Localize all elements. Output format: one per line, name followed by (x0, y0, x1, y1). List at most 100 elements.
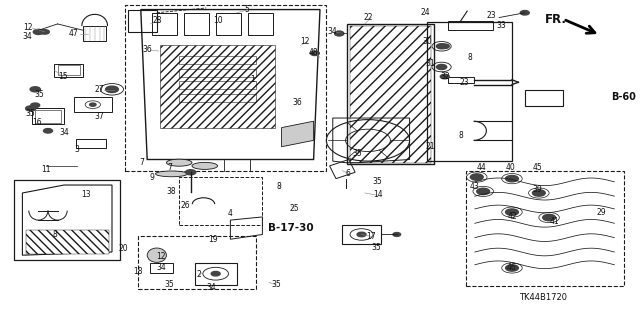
Circle shape (310, 51, 319, 56)
Circle shape (506, 209, 518, 215)
Circle shape (506, 265, 518, 271)
Text: 15: 15 (58, 72, 68, 81)
Bar (179, 177, 262, 225)
Circle shape (335, 31, 344, 36)
Text: TK44B1720: TK44B1720 (518, 293, 566, 302)
Circle shape (30, 87, 40, 92)
Text: 40: 40 (506, 163, 516, 172)
Text: 12: 12 (300, 37, 309, 46)
Text: 44: 44 (477, 163, 487, 172)
Bar (216, 13, 241, 35)
Bar (26, 230, 109, 254)
Bar (428, 22, 512, 161)
Text: 19: 19 (208, 235, 218, 244)
Text: 7: 7 (167, 163, 172, 172)
Circle shape (436, 44, 447, 49)
Text: 17: 17 (366, 232, 376, 241)
Text: 24: 24 (420, 8, 430, 17)
Circle shape (211, 271, 220, 276)
Text: 35: 35 (372, 177, 383, 186)
Ellipse shape (166, 159, 192, 166)
Circle shape (440, 44, 449, 48)
Text: 25: 25 (289, 204, 299, 213)
Circle shape (532, 190, 545, 196)
Text: 35: 35 (352, 149, 362, 158)
Text: 42: 42 (507, 212, 516, 221)
Text: 12: 12 (157, 252, 166, 261)
Text: 35: 35 (271, 280, 282, 289)
Text: 45: 45 (532, 163, 543, 172)
Text: 36: 36 (142, 45, 152, 54)
Text: 18: 18 (134, 267, 143, 276)
Text: 8: 8 (458, 131, 463, 140)
Text: 6: 6 (345, 169, 350, 178)
Text: 4: 4 (228, 209, 233, 218)
Circle shape (40, 30, 49, 34)
Bar (160, 45, 275, 128)
Text: 34: 34 (22, 32, 33, 41)
Text: B-60: B-60 (612, 92, 636, 102)
Bar (83, 26, 106, 41)
Circle shape (44, 129, 52, 133)
Bar (128, 10, 157, 32)
Bar (525, 90, 563, 106)
Text: 35: 35 (371, 243, 381, 252)
Text: 47: 47 (68, 29, 79, 38)
Circle shape (106, 86, 118, 93)
Bar (342, 225, 381, 244)
Text: 8: 8 (52, 230, 57, 239)
Text: 39: 39 (532, 185, 543, 194)
Bar (248, 13, 273, 35)
Text: 30: 30 (422, 37, 433, 46)
Circle shape (543, 214, 556, 221)
Bar (448, 77, 474, 83)
Text: 31: 31 (425, 59, 435, 68)
Text: 16: 16 (32, 118, 42, 127)
Bar (150, 263, 173, 273)
Bar (184, 13, 209, 35)
Text: 23: 23 (486, 11, 496, 20)
Circle shape (436, 64, 447, 70)
Bar (350, 26, 431, 163)
Text: 34: 34 (156, 263, 166, 272)
Text: 21: 21 (426, 142, 435, 151)
Ellipse shape (147, 248, 166, 262)
Text: 2: 2 (196, 271, 201, 279)
Text: 35: 35 (35, 90, 45, 99)
Circle shape (393, 233, 401, 236)
Text: 28: 28 (152, 16, 161, 25)
Bar (125, 5, 326, 171)
Text: 3: 3 (74, 145, 79, 154)
Bar (195, 263, 237, 285)
Circle shape (31, 103, 40, 108)
Text: 29: 29 (596, 208, 606, 217)
Text: 5: 5 (244, 5, 249, 14)
Bar (35, 110, 61, 123)
Text: 8: 8 (276, 182, 281, 191)
Circle shape (186, 170, 196, 175)
Text: 36: 36 (292, 98, 303, 107)
Polygon shape (282, 121, 314, 147)
Text: 23: 23 (459, 78, 468, 87)
Text: 43: 43 (470, 182, 480, 191)
Bar (54, 64, 83, 77)
Circle shape (33, 29, 44, 34)
Text: 7: 7 (140, 158, 145, 167)
Bar (179, 94, 256, 102)
Circle shape (520, 11, 529, 15)
Bar (466, 171, 624, 286)
Text: 33: 33 (496, 21, 506, 30)
Text: 35: 35 (164, 280, 175, 289)
Circle shape (357, 232, 366, 237)
Text: 38: 38 (166, 187, 177, 196)
Text: 32: 32 (440, 72, 449, 81)
Text: 34: 34 (59, 128, 69, 137)
Text: B-17-30: B-17-30 (268, 223, 314, 233)
Text: 10: 10 (212, 16, 222, 25)
Text: 1: 1 (250, 75, 255, 84)
Ellipse shape (192, 162, 218, 169)
Bar (76, 139, 106, 148)
Text: 14: 14 (372, 190, 382, 199)
Text: 26: 26 (180, 201, 191, 210)
Text: FR.: FR. (545, 13, 566, 26)
